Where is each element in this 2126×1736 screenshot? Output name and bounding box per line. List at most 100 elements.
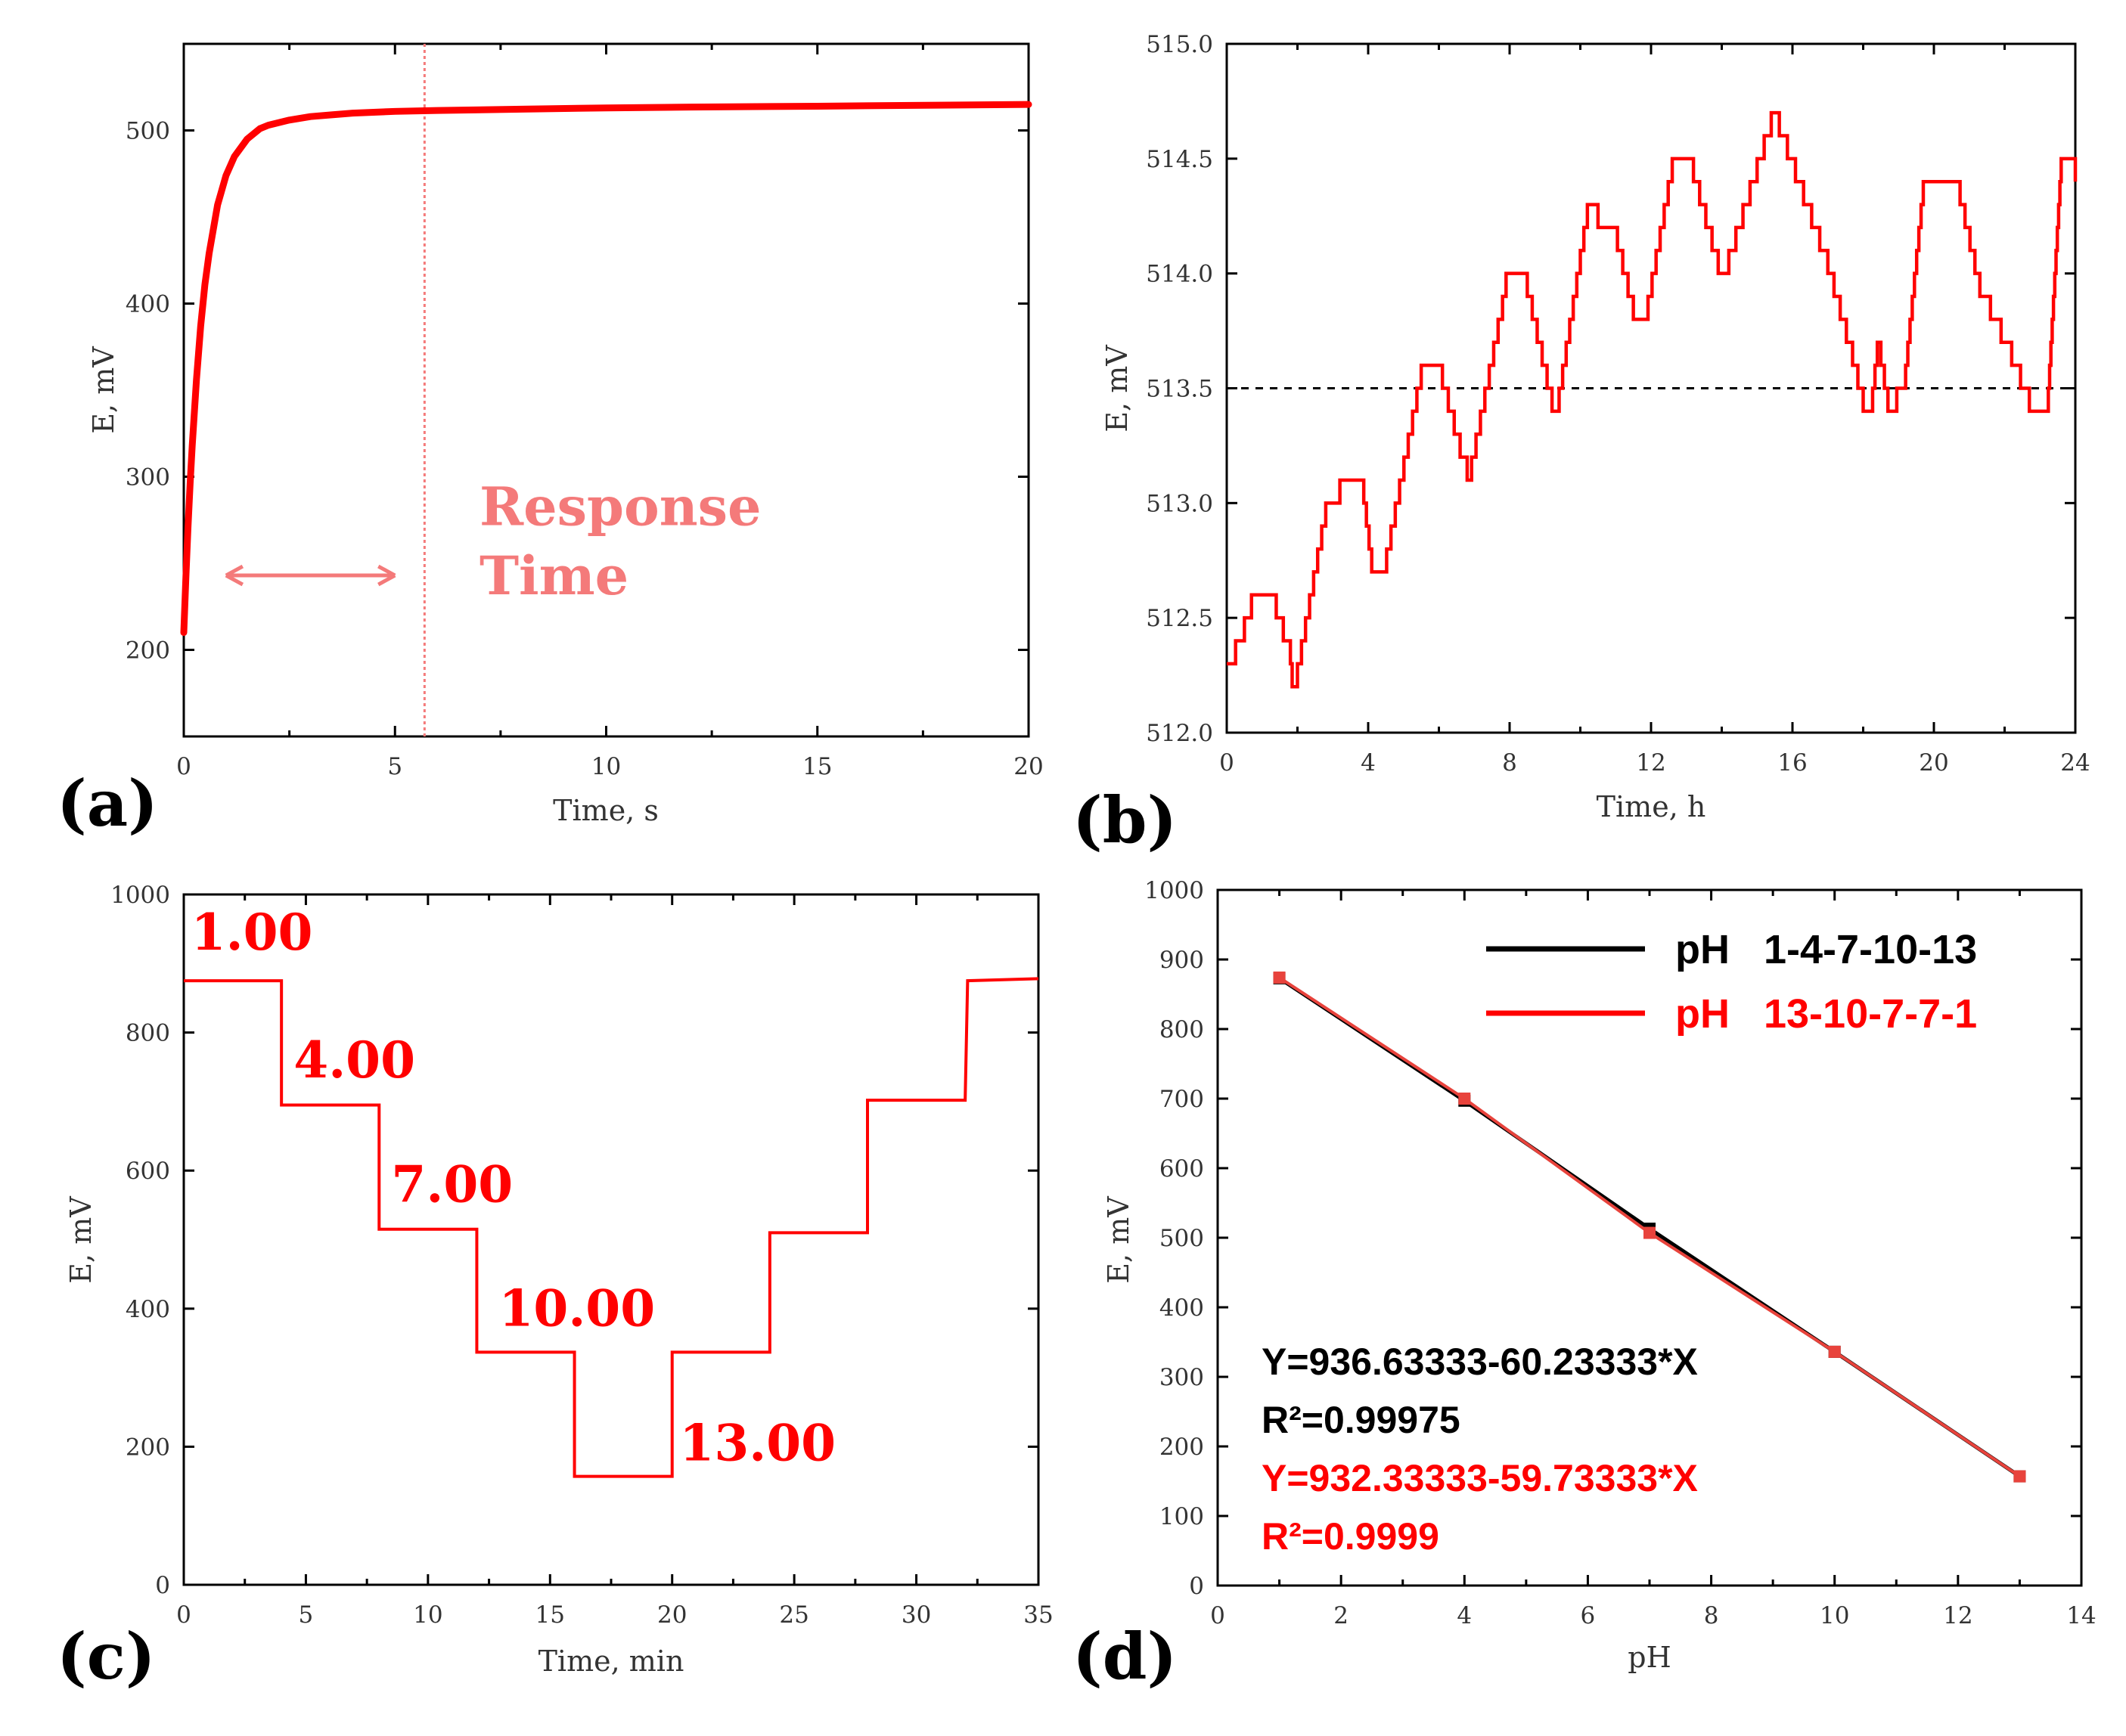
fit-equation-black: Y=936.63333-60.23333*X: [1262, 1341, 1698, 1383]
y-tick-label: 800: [1159, 1016, 1204, 1043]
y-tick-label: 200: [126, 637, 170, 665]
x-tick-label: 12: [1943, 1602, 1972, 1629]
x-tick-label: 15: [802, 753, 832, 780]
y-tick-label: 700: [1159, 1086, 1204, 1113]
y-tick-label: 512.0: [1146, 720, 1213, 747]
x-tick-label: 5: [387, 753, 402, 780]
x-tick-label: 15: [535, 1601, 565, 1629]
ticks-c: 0 5 10 15 20 25 30 35 0 200 400 600 800 1000: [110, 882, 1054, 1629]
step-label: 10.00: [498, 1279, 655, 1338]
x-tick-label: 14: [2066, 1602, 2096, 1629]
y-tick-label: 400: [126, 291, 170, 318]
y-tick-label: 515.0: [1146, 31, 1213, 58]
y-tick-label: 0: [1189, 1573, 1204, 1600]
data-point: [1643, 1226, 1656, 1239]
x-tick-label: 4: [1457, 1602, 1472, 1629]
y-tick-label: 0: [155, 1572, 170, 1599]
response-time-label-line2: Time: [480, 544, 628, 607]
data-point: [1828, 1345, 1841, 1358]
y-tick-label: 800: [126, 1020, 170, 1047]
step-label: 7.00: [391, 1155, 513, 1214]
y-tick-label: 513.0: [1146, 490, 1213, 517]
y-tick-label: 200: [1159, 1434, 1204, 1461]
y-tick-label: 600: [1159, 1155, 1204, 1183]
x-tick-label: 20: [1013, 753, 1043, 780]
response-time-label-line1: Response: [480, 476, 762, 538]
x-tick-label: 8: [1502, 749, 1517, 777]
panel-a: 0 5 10 15 20 200 300 400 500 Response Time Time,…: [57, 42, 1044, 841]
panel-d: 0 2 4 6 8 10 12 14 0 100 200 300 400 500 600 700 800 900 1…: [1072, 877, 2097, 1694]
panel-b: 0 4 8 12 16 20 24 512.0 512.5 513.0 513.5 514.0 514.…: [1072, 31, 2090, 857]
x-tick-label: 0: [176, 1601, 191, 1629]
ticks-a: 0 5 10 15 20 200 300 400 500: [126, 44, 1044, 780]
y-axis-title-c: E, mV: [64, 1196, 98, 1284]
x-tick-label: 10: [591, 753, 621, 780]
legend-d: pH 1-4-7-10-13 pH 13-10-7-7-1: [1486, 927, 1977, 1037]
x-tick-label: 20: [657, 1601, 687, 1629]
x-tick-label: 30: [902, 1601, 931, 1629]
data-point: [1273, 971, 1286, 984]
x-tick-label: 5: [299, 1601, 314, 1629]
y-tick-label: 513.5: [1146, 376, 1213, 403]
x-tick-label: 10: [1820, 1602, 1849, 1629]
y-tick-label: 500: [1159, 1225, 1204, 1252]
ticks-d: 0 2 4 6 8 10 12 14 0 100 200 300 400 500 600 700 800 900 1…: [1144, 877, 2097, 1629]
y-tick-label: 200: [126, 1434, 170, 1461]
y-tick-label: 500: [126, 118, 170, 145]
ticks-b: 0 4 8 12 16 20 24 512.0 512.5 513.0 513.5 514.0 514.…: [1146, 31, 2090, 777]
plot-frame-c: [182, 893, 1040, 1586]
x-tick-label: 10: [413, 1601, 442, 1629]
y-tick-label: 1000: [1144, 877, 1204, 904]
y-tick-label: 514.5: [1146, 146, 1213, 173]
y-axis-title-b: E, mV: [1100, 345, 1134, 432]
x-tick-label: 20: [1919, 749, 1948, 777]
x-tick-label: 4: [1361, 749, 1376, 777]
x-axis-title-c: Time, min: [538, 1645, 684, 1678]
series-lines-d: [1273, 971, 2026, 1483]
series-line-a: [180, 101, 1032, 637]
panel-c: 0 5 10 15 20 25 30 35 0 200 400 600 800 1000 1.00 4.00…: [57, 882, 1054, 1694]
legend-label-black: pH 1-4-7-10-13: [1675, 927, 1977, 972]
arrow-head-left: [225, 564, 244, 587]
y-tick-label: 600: [126, 1158, 170, 1185]
x-tick-label: 0: [176, 753, 191, 780]
y-tick-label: 512.5: [1146, 605, 1213, 632]
step-labels-c: 1.00 4.00 7.00 10.00 13.00: [191, 903, 836, 1473]
r-squared-red: R²=0.9999: [1262, 1515, 1439, 1558]
legend-label-red: pH 13-10-7-7-1: [1675, 991, 1977, 1037]
step-label: 1.00: [191, 903, 313, 962]
x-tick-label: 6: [1581, 1602, 1596, 1629]
x-tick-label: 25: [779, 1601, 809, 1629]
y-tick-label: 400: [1159, 1294, 1204, 1322]
x-tick-label: 0: [1219, 749, 1234, 777]
data-point: [1458, 1093, 1471, 1105]
x-axis-title-d: pH: [1628, 1641, 1671, 1674]
y-tick-label: 300: [1159, 1364, 1204, 1391]
arrow-head-right: [377, 564, 396, 587]
x-tick-label: 2: [1333, 1602, 1349, 1629]
x-tick-label: 35: [1023, 1601, 1053, 1629]
y-axis-title-d: E, mV: [1102, 1196, 1135, 1284]
panel-label-b: (b): [1072, 783, 1177, 857]
series-line-c: [184, 977, 1039, 1478]
y-tick-label: 300: [126, 464, 170, 491]
x-tick-label: 8: [1704, 1602, 1719, 1629]
x-tick-label: 16: [1777, 749, 1807, 777]
y-axis-title-a: E, mV: [87, 346, 120, 434]
x-tick-label: 12: [1636, 749, 1665, 777]
x-axis-title-a: Time, s: [553, 794, 659, 827]
plot-frame-a: [182, 42, 1030, 738]
panel-label-a: (a): [57, 766, 158, 841]
x-tick-label: 0: [1210, 1602, 1225, 1629]
r-squared-black: R²=0.99975: [1262, 1399, 1460, 1441]
series-line-b: [1227, 110, 2078, 689]
panel-label-c: (c): [57, 1619, 156, 1694]
step-label: 13.00: [679, 1414, 836, 1473]
fit-equation-red: Y=932.33333-59.73333*X: [1262, 1457, 1698, 1499]
y-tick-label: 1000: [110, 882, 170, 909]
y-tick-label: 100: [1159, 1503, 1204, 1530]
y-tick-label: 900: [1159, 947, 1204, 974]
step-label: 4.00: [293, 1031, 415, 1090]
panel-label-d: (d): [1072, 1619, 1177, 1694]
